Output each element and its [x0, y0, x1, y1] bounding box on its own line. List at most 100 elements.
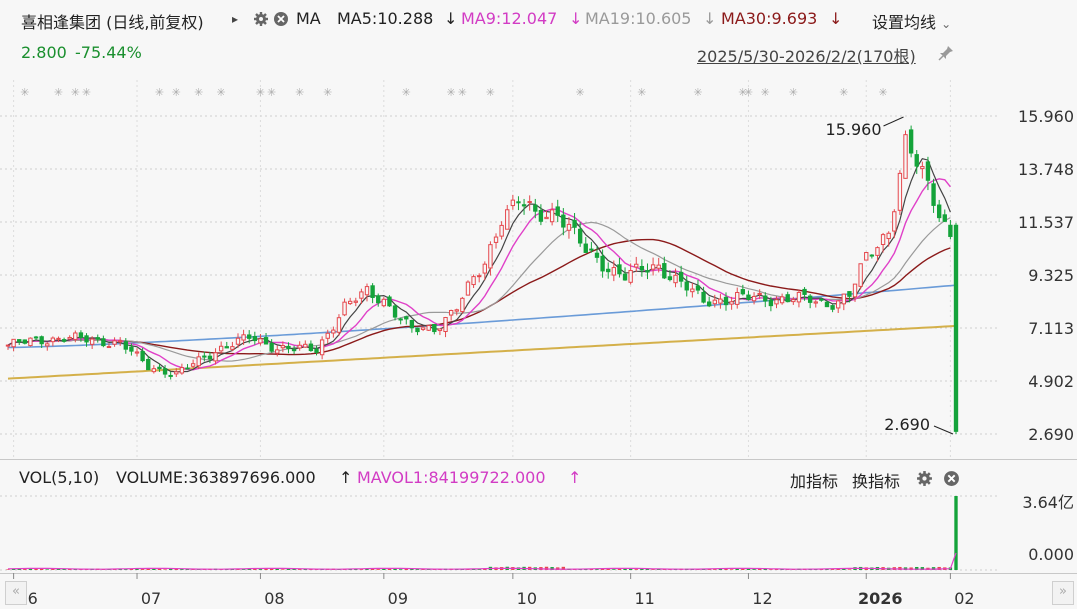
x-tick-label: 10 [517, 589, 537, 608]
candle-body [549, 209, 555, 223]
candle-body [420, 327, 426, 330]
volume-bar [382, 568, 386, 570]
x-tick-label: 09 [388, 589, 408, 608]
close-icon[interactable] [273, 9, 289, 31]
volume-bar [404, 568, 408, 570]
gear-icon[interactable] [916, 470, 933, 491]
candle-body [263, 337, 269, 345]
candle-body [942, 214, 947, 222]
candle-body [757, 292, 762, 295]
gear-icon[interactable] [253, 9, 269, 31]
candle-body [319, 339, 325, 356]
candle-body [269, 342, 274, 352]
min-arrow [933, 425, 954, 435]
volume-bar [713, 569, 717, 570]
volume-bar [623, 568, 627, 570]
candle-body [617, 264, 622, 275]
candle-body [813, 301, 818, 304]
volume-bar [757, 568, 762, 570]
candle-body [707, 301, 712, 307]
candle-body [353, 300, 358, 303]
volume-bar [140, 569, 145, 570]
volume-bar [11, 568, 16, 570]
switch-indicator-button[interactable]: 换指标 [852, 472, 901, 491]
volume-bar [28, 569, 33, 570]
volume-bar [954, 496, 958, 570]
candle-body [830, 305, 835, 310]
close-icon[interactable] [943, 470, 960, 491]
volume-bar [746, 568, 751, 570]
ma-settings-label: 设置均线 [872, 13, 937, 32]
candle-body [376, 295, 381, 304]
scroll-left-button[interactable]: « [5, 581, 27, 605]
event-marker-icon: ✳ [155, 86, 164, 99]
volume-bar [129, 568, 134, 570]
candle-body [673, 274, 678, 284]
candle-body [162, 368, 168, 375]
candle-body [802, 288, 807, 295]
candle-body [291, 349, 297, 352]
candle-body [555, 206, 560, 216]
candle-body [123, 341, 128, 350]
candle-body [471, 276, 476, 286]
volume-bar [920, 567, 925, 570]
volume-bar [651, 569, 655, 570]
candle-body [347, 300, 353, 305]
candle-body [746, 294, 751, 301]
volume-bar [269, 568, 274, 570]
ma19-value: MA19:10.605 [585, 9, 692, 28]
candle-body [398, 318, 403, 321]
pin-icon[interactable] [937, 44, 955, 66]
event-marker-icon: ✳ [744, 86, 753, 99]
candle-body [768, 299, 774, 307]
candle-body [258, 338, 263, 344]
chart-title: 喜相逢集团 (日线,前复权) [21, 13, 204, 32]
ma19-arrow: ↓ [703, 9, 717, 28]
candle-body [544, 216, 549, 220]
event-marker-icon: ✳ [693, 86, 702, 99]
volume-chart[interactable]: 3.64亿 0.000 [0, 490, 1077, 575]
candle-body [432, 323, 437, 333]
volume-bar [561, 566, 566, 570]
scroll-right-button[interactable]: » [1052, 581, 1074, 605]
candle-body [409, 320, 415, 329]
candle-body [824, 301, 830, 308]
candle-body [594, 252, 600, 258]
ma5-line [7, 158, 951, 373]
candle-body [134, 351, 140, 354]
event-marker-icon: ✳ [458, 86, 467, 99]
play-icon[interactable]: ▸ [232, 12, 239, 26]
candle-body [634, 263, 639, 268]
event-marker-icon: ✳ [295, 86, 304, 99]
volume-bar [398, 569, 403, 570]
candle-body [488, 244, 493, 269]
candle-body [516, 201, 521, 204]
volume-bar [124, 569, 128, 570]
event-marker-icon: ✳ [256, 86, 265, 99]
ma-settings-button[interactable]: 设置均线 ⌄ [872, 9, 951, 33]
candle-body [280, 345, 286, 349]
candle-body [785, 294, 790, 303]
chevron-down-icon: ⌄ [941, 17, 952, 31]
mavol-arrow: ↑ [568, 468, 582, 487]
y-tick-label: 11.537 [1018, 213, 1074, 232]
candle-body [589, 248, 594, 251]
add-indicator-button[interactable]: 加指标 [790, 472, 839, 491]
candle-body [678, 271, 684, 282]
volume-bar [17, 568, 21, 570]
candle-body [622, 273, 628, 281]
candle-body [61, 339, 67, 342]
candle-body [67, 336, 72, 340]
candle-body [875, 247, 880, 256]
candle-body [499, 224, 504, 237]
candle-body [931, 183, 936, 206]
volume-bar [415, 569, 420, 570]
candle-body [247, 334, 252, 339]
volume-bar [157, 568, 162, 570]
date-range[interactable]: 2025/5/30-2026/2/2(170根) [697, 47, 916, 66]
volume-bar [718, 568, 723, 570]
candle-body [364, 286, 370, 296]
indicator-name: MA [296, 9, 321, 28]
volume-bar [606, 568, 610, 570]
